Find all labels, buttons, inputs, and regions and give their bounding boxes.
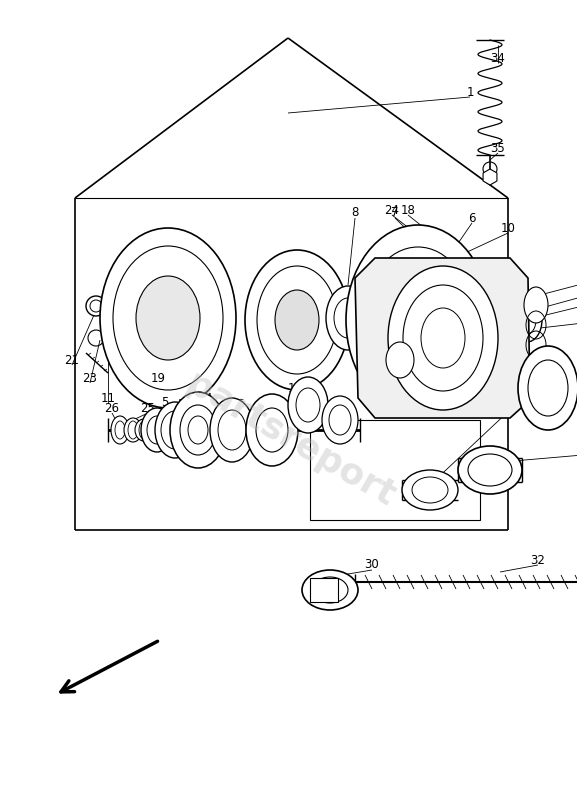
Text: 1: 1 [466, 86, 474, 98]
Text: partsreport: partsreport [179, 366, 400, 514]
Text: 19: 19 [151, 371, 166, 385]
Polygon shape [310, 420, 480, 520]
Ellipse shape [518, 346, 577, 430]
Circle shape [88, 330, 104, 346]
Circle shape [185, 262, 195, 273]
Ellipse shape [135, 419, 153, 441]
Ellipse shape [111, 416, 129, 444]
Text: 27: 27 [520, 382, 535, 394]
Text: 30: 30 [365, 558, 379, 571]
Circle shape [86, 296, 106, 316]
Ellipse shape [245, 250, 349, 390]
Ellipse shape [322, 396, 358, 444]
Ellipse shape [100, 228, 236, 408]
Ellipse shape [492, 290, 532, 350]
Circle shape [406, 377, 414, 385]
Text: 4: 4 [204, 391, 212, 405]
Ellipse shape [512, 298, 542, 342]
Text: 35: 35 [490, 142, 505, 154]
Ellipse shape [458, 446, 522, 494]
Text: 34: 34 [490, 51, 505, 65]
Text: 25: 25 [141, 402, 155, 414]
Ellipse shape [170, 392, 226, 468]
Polygon shape [355, 258, 530, 418]
Text: 16: 16 [287, 382, 302, 394]
Ellipse shape [155, 402, 195, 458]
Ellipse shape [246, 394, 298, 466]
Ellipse shape [141, 408, 173, 452]
Text: 28: 28 [178, 398, 193, 411]
Text: 9: 9 [294, 382, 302, 394]
Circle shape [185, 363, 195, 374]
Ellipse shape [390, 283, 446, 357]
Polygon shape [483, 169, 497, 185]
Circle shape [483, 162, 497, 176]
Text: 26: 26 [104, 402, 119, 414]
Text: 24: 24 [384, 203, 399, 217]
Ellipse shape [136, 276, 200, 360]
Ellipse shape [402, 470, 458, 510]
Ellipse shape [210, 398, 254, 462]
Ellipse shape [288, 377, 328, 433]
Text: 15: 15 [231, 398, 245, 411]
Circle shape [471, 377, 479, 385]
Text: 3: 3 [276, 398, 284, 410]
Circle shape [471, 291, 479, 299]
Text: 17: 17 [241, 414, 256, 426]
Text: 5: 5 [162, 395, 168, 409]
Ellipse shape [124, 418, 142, 442]
Text: 10: 10 [501, 222, 515, 234]
Ellipse shape [386, 342, 414, 378]
Text: 18: 18 [400, 203, 415, 217]
Text: 6: 6 [469, 211, 476, 225]
Text: 7: 7 [391, 206, 399, 219]
Ellipse shape [326, 286, 370, 350]
Ellipse shape [275, 290, 319, 350]
Ellipse shape [346, 225, 490, 415]
Text: 23: 23 [83, 371, 98, 385]
Text: 11: 11 [100, 391, 115, 405]
Text: 21: 21 [65, 354, 80, 366]
Text: 32: 32 [531, 554, 545, 566]
Text: 8: 8 [351, 206, 359, 219]
Circle shape [406, 291, 414, 299]
Ellipse shape [302, 570, 358, 610]
Text: 29: 29 [428, 334, 443, 346]
Circle shape [119, 313, 129, 323]
Polygon shape [310, 578, 338, 602]
Ellipse shape [524, 287, 548, 323]
Ellipse shape [436, 264, 520, 376]
Ellipse shape [388, 266, 498, 410]
Ellipse shape [462, 298, 494, 342]
